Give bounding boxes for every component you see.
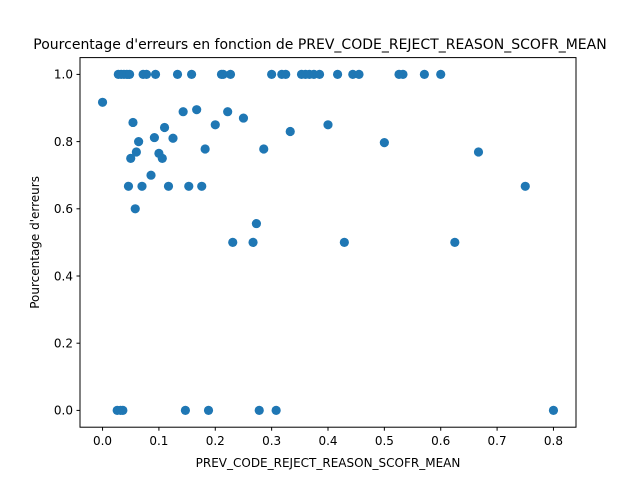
- data-point-46: [267, 69, 277, 79]
- data-point-58: [339, 237, 349, 247]
- data-point-13: [131, 147, 141, 157]
- y-tick-label-3: 0.6: [54, 202, 73, 216]
- data-point-49: [281, 69, 291, 79]
- x-tick-label-7: 0.7: [488, 434, 507, 448]
- data-point-25: [168, 133, 178, 143]
- y-axis-label: Pourcentage d'erreurs: [28, 176, 42, 309]
- data-point-69: [548, 405, 559, 415]
- data-point-39: [225, 69, 236, 79]
- chart-title: Pourcentage d'erreurs en fonction de PRE…: [33, 37, 606, 53]
- data-point-8: [125, 69, 135, 79]
- data-point-26: [172, 69, 183, 79]
- data-point-29: [184, 181, 194, 191]
- data-point-9: [123, 181, 134, 191]
- data-point-41: [238, 113, 249, 123]
- x-tick-label-0: 0.0: [93, 434, 112, 448]
- x-tick-label-6: 0.6: [431, 434, 450, 448]
- data-point-67: [473, 147, 484, 157]
- y-axis: 0.0 0.2 0.4 0.6 0.8 1.0: [54, 68, 80, 418]
- x-tick-label-8: 0.8: [544, 434, 563, 448]
- data-point-65: [436, 69, 446, 79]
- x-tick-label-1: 0.1: [149, 434, 168, 448]
- data-point-30: [187, 69, 197, 79]
- plot-frame: [79, 57, 577, 428]
- x-tick-label-3: 0.3: [262, 434, 281, 448]
- data-point-34: [203, 405, 214, 415]
- data-point-45: [259, 144, 269, 154]
- data-point-55: [314, 69, 325, 79]
- x-axis-label: PREV_CODE_REJECT_REASON_SCOFR_MEAN: [196, 456, 461, 470]
- data-point-33: [200, 144, 210, 154]
- data-point-35: [210, 120, 220, 130]
- x-tick-label-4: 0.4: [318, 434, 337, 448]
- data-point-68: [520, 181, 530, 191]
- data-point-63: [398, 69, 408, 79]
- data-point-43: [251, 218, 262, 229]
- x-axis: 0.0 0.1 0.2 0.3 0.4 0.5 0.6 0.7 0.8: [93, 427, 563, 448]
- y-tick-label-1: 0.2: [54, 337, 73, 351]
- y-tick-label-4: 0.8: [54, 135, 73, 149]
- data-point-0: [97, 97, 108, 107]
- data-point-17: [141, 69, 152, 79]
- y-tick-label-2: 0.4: [54, 269, 73, 283]
- data-point-14: [134, 137, 144, 147]
- data-point-20: [150, 69, 161, 79]
- y-tick-label-0: 0.0: [54, 404, 73, 418]
- data-point-23: [159, 122, 170, 133]
- data-point-11: [128, 117, 138, 128]
- data-point-38: [223, 107, 233, 117]
- data-point-37: [218, 69, 228, 79]
- data-point-64: [419, 69, 429, 79]
- data-point-18: [146, 170, 156, 180]
- data-point-42: [248, 237, 258, 247]
- data-point-27: [178, 107, 188, 117]
- data-point-66: [450, 237, 460, 247]
- data-point-57: [332, 69, 343, 79]
- data-point-61: [379, 138, 389, 148]
- data-point-44: [254, 405, 264, 415]
- data-point-24: [163, 181, 174, 191]
- data-point-28: [180, 405, 190, 415]
- x-tick-label-2: 0.2: [206, 434, 225, 448]
- y-tick-label-5: 1.0: [54, 68, 73, 82]
- data-point-31: [192, 105, 202, 115]
- data-point-19: [149, 132, 159, 143]
- data-point-40: [228, 237, 238, 247]
- data-point-50: [285, 126, 295, 137]
- data-point-3: [118, 405, 128, 415]
- data-point-60: [354, 69, 364, 79]
- data-points: [97, 69, 559, 415]
- data-point-10: [126, 153, 136, 163]
- data-point-32: [197, 181, 207, 191]
- data-point-47: [271, 405, 281, 415]
- data-point-22: [157, 153, 167, 163]
- data-point-12: [130, 204, 140, 214]
- data-point-56: [323, 120, 333, 130]
- data-point-15: [137, 181, 147, 191]
- x-tick-label-5: 0.5: [375, 434, 394, 448]
